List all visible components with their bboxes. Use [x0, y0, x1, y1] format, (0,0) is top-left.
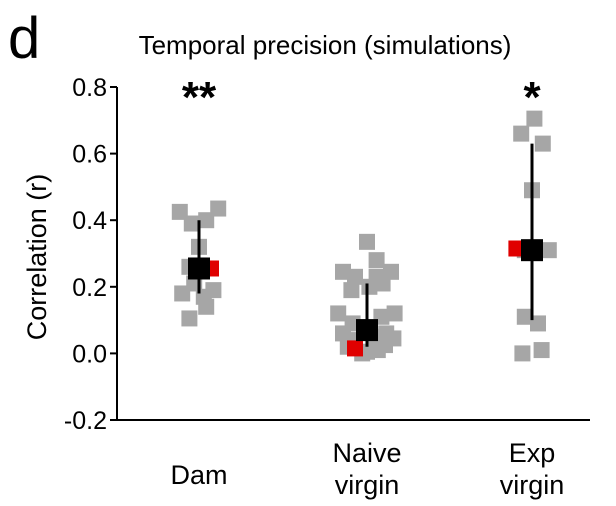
y-tick-label: 0.4: [72, 207, 107, 235]
data-point: [516, 308, 533, 325]
y-tick-label: 0.0: [72, 340, 107, 368]
data-point: [377, 337, 393, 354]
highlight-point: [508, 240, 525, 257]
mean-marker: [188, 257, 210, 280]
y-axis-label: Correlation (r): [22, 174, 52, 341]
axes: -0.2 0.0 0.2 0.4 0.6 0.8: [64, 74, 590, 435]
category-label: virgin: [500, 470, 565, 500]
y-tick-label: 0.6: [72, 141, 107, 169]
highlight-point: [347, 340, 363, 357]
category-label: Dam: [170, 460, 227, 490]
chart-title: Temporal precision (simulations): [139, 30, 512, 60]
data-point: [533, 342, 550, 359]
data-point: [540, 242, 557, 259]
panel-letter: d: [8, 6, 40, 71]
data-point: [526, 110, 543, 127]
y-tick-label: -0.2: [64, 407, 107, 435]
y-tick-label: 0.8: [72, 74, 107, 102]
mean-marker: [521, 239, 543, 262]
data-point: [347, 268, 363, 285]
significance-marker: *: [523, 73, 541, 122]
data-point: [534, 135, 551, 152]
category-label: virgin: [335, 470, 400, 500]
data-point: [183, 215, 200, 232]
data-point: [343, 282, 360, 299]
data-point: [330, 305, 347, 322]
significance-marker: **: [182, 73, 217, 122]
data-point: [198, 298, 215, 315]
chart-marks: [171, 110, 557, 362]
data-point: [181, 310, 198, 327]
data-point: [514, 345, 531, 362]
data-point: [210, 200, 227, 217]
y-tick-label: 0.2: [72, 274, 107, 302]
category-label: Exp: [509, 438, 556, 468]
data-point: [368, 252, 385, 269]
data-point: [374, 275, 391, 292]
data-point: [513, 125, 530, 142]
mean-marker: [356, 319, 378, 342]
data-point: [386, 305, 403, 322]
data-point: [361, 278, 378, 295]
category-label: Naive: [332, 438, 401, 468]
data-point: [205, 282, 222, 299]
data-point: [359, 233, 375, 250]
data-point: [530, 315, 546, 332]
